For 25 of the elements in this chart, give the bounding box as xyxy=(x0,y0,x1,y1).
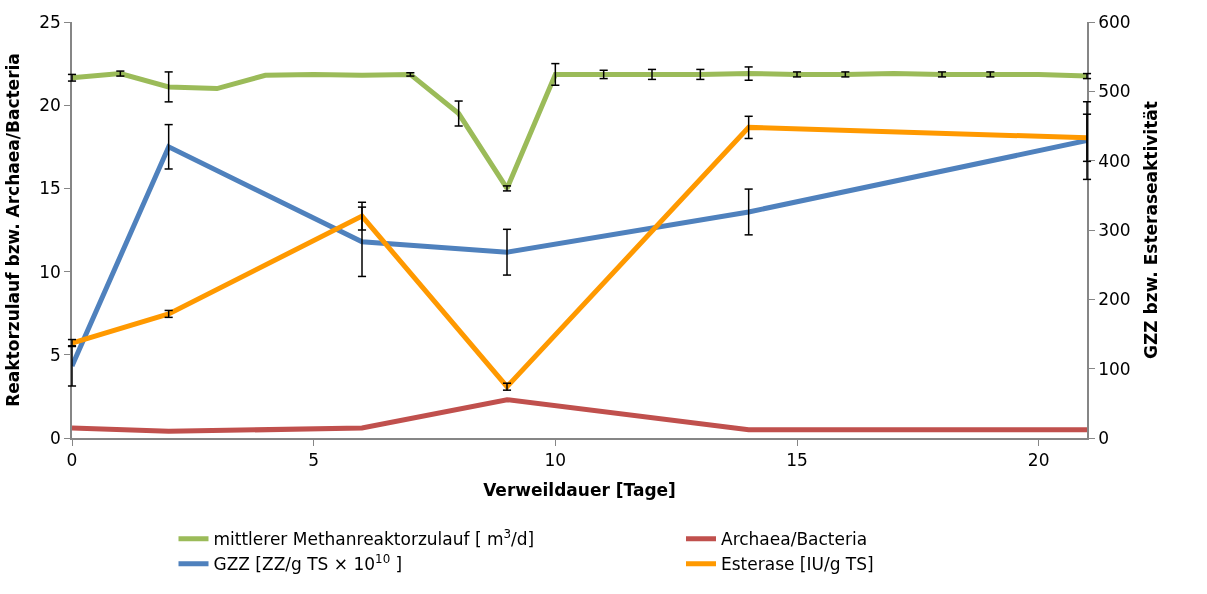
x-tick-label: 15 xyxy=(786,450,808,471)
y-axis-title: Reaktorzulauf bzw. Archaea/Bacteria xyxy=(3,53,24,407)
y2-tick-label: 100 xyxy=(1098,358,1131,379)
y-tick-label: 10 xyxy=(39,261,61,282)
x-tick-label: 10 xyxy=(544,450,567,471)
legend-label: GZZ [ZZ/g TS × 10$^{10}$ ] xyxy=(213,552,403,575)
y-tick-label: 25 xyxy=(39,11,61,32)
y-tick-label: 20 xyxy=(39,95,61,116)
y2-axis-title: GZZ bzw. Esteraseaktivität xyxy=(1140,101,1161,359)
y2-tick-label: 200 xyxy=(1098,289,1131,310)
y-tick-label: 5 xyxy=(50,344,61,365)
y2-tick-label: 400 xyxy=(1098,150,1131,171)
y2-tick-label: 0 xyxy=(1098,427,1109,448)
y2-tick-label: 500 xyxy=(1098,81,1131,102)
y-tick-label: 15 xyxy=(39,178,61,199)
x-tick-label: 5 xyxy=(308,450,320,471)
x-tick-label: 0 xyxy=(66,450,78,471)
y2-tick-label: 600 xyxy=(1098,11,1131,32)
y-tick-label: 0 xyxy=(50,427,61,448)
x-tick-label: 20 xyxy=(1027,450,1050,471)
y2-tick-label: 300 xyxy=(1098,219,1131,240)
legend-label: Archaea/Bacteria xyxy=(721,529,868,550)
legend-label: Esterase [IU/g TS] xyxy=(721,554,874,575)
legend-label: mittlerer Methanreaktorzulauf [ m$^{3}$/d] xyxy=(213,527,535,550)
x-axis-title: Verweildauer [Tage] xyxy=(483,480,676,501)
